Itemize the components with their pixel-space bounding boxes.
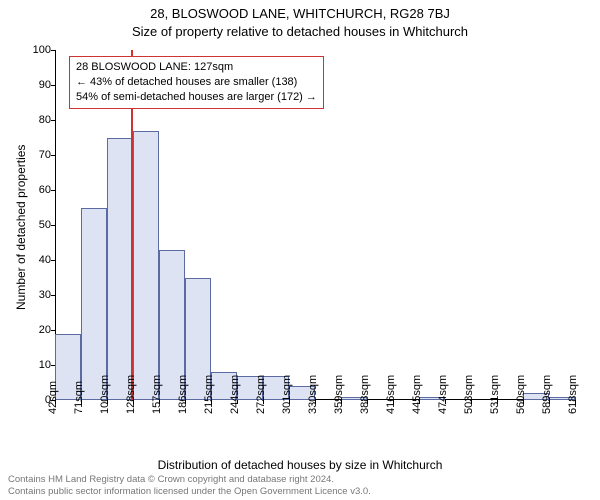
y-tick-label: 100 [21, 44, 51, 56]
y-tick-mark [51, 190, 55, 191]
histogram-bar [133, 131, 159, 401]
footer-attribution: Contains HM Land Registry data © Crown c… [8, 474, 371, 498]
annotation-line-1: 28 BLOSWOOD LANE: 127sqm [76, 60, 317, 75]
annotation-line-2: ← 43% of detached houses are smaller (13… [76, 75, 317, 90]
y-tick-label: 10 [21, 359, 51, 371]
chart-title-subtitle: Size of property relative to detached ho… [0, 24, 600, 39]
y-axis-label: Number of detached properties [14, 145, 28, 310]
y-tick-mark [51, 330, 55, 331]
histogram-bar [107, 138, 133, 401]
x-axis-label: Distribution of detached houses by size … [0, 458, 600, 472]
y-tick-mark [51, 155, 55, 156]
chart-title-address: 28, BLOSWOOD LANE, WHITCHURCH, RG28 7BJ [0, 6, 600, 21]
y-tick-mark [51, 260, 55, 261]
histogram-bar [81, 208, 107, 401]
plot-area: 28 BLOSWOOD LANE: 127sqm ← 43% of detach… [55, 50, 575, 400]
footer-line-1: Contains HM Land Registry data © Crown c… [8, 474, 371, 486]
y-tick-mark [51, 85, 55, 86]
y-tick-mark [51, 50, 55, 51]
y-tick-label: 20 [21, 324, 51, 336]
y-tick-mark [51, 120, 55, 121]
footer-line-2: Contains public sector information licen… [8, 486, 371, 498]
y-tick-mark [51, 225, 55, 226]
y-tick-mark [51, 295, 55, 296]
annotation-box: 28 BLOSWOOD LANE: 127sqm ← 43% of detach… [69, 56, 324, 109]
annotation-line-3: 54% of semi-detached houses are larger (… [76, 90, 317, 105]
y-tick-mark [51, 365, 55, 366]
y-tick-label: 90 [21, 79, 51, 91]
y-tick-label: 80 [21, 114, 51, 126]
chart-container: 28, BLOSWOOD LANE, WHITCHURCH, RG28 7BJ … [0, 0, 600, 500]
